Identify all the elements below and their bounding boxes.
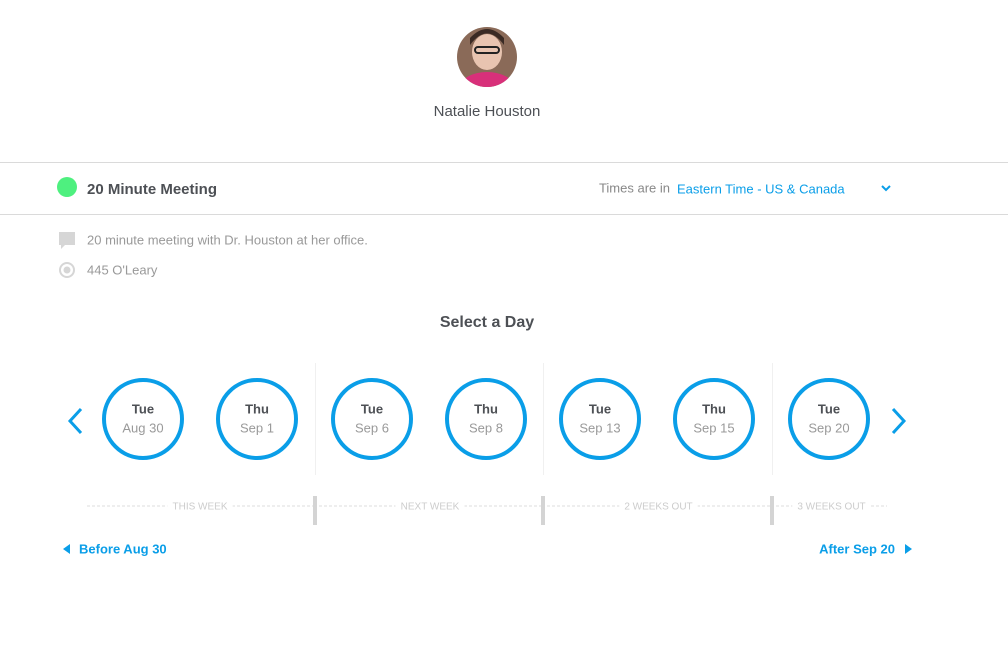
day-weekday: Thu [702, 401, 726, 416]
week-label: 3 WEEKS OUT [797, 502, 865, 513]
avatar [457, 27, 517, 87]
day-button[interactable] [216, 378, 298, 460]
location-icon [59, 262, 75, 278]
day-date: Sep 8 [469, 420, 503, 435]
description-icon [59, 232, 75, 249]
event-color-dot [57, 177, 77, 197]
week-label-bg [792, 499, 871, 513]
day-weekday: Thu [474, 401, 498, 416]
day-date: Sep 1 [240, 420, 274, 435]
week-label-bg [167, 499, 233, 513]
next-arrow[interactable] [891, 407, 907, 435]
day-weekday: Thu [245, 401, 269, 416]
day-date: Sep 13 [579, 420, 620, 435]
day-button[interactable] [445, 378, 527, 460]
day-date: Sep 15 [693, 420, 734, 435]
week-label-bg [395, 499, 465, 513]
day-button[interactable] [788, 378, 870, 460]
before-link[interactable]: Before Aug 30 [79, 541, 167, 556]
timezone-label: Times are in [599, 180, 670, 195]
day-button[interactable] [102, 378, 184, 460]
week-label: NEXT WEEK [401, 502, 460, 513]
day-button[interactable] [673, 378, 755, 460]
day-button[interactable] [331, 378, 413, 460]
day-date: Sep 20 [808, 420, 849, 435]
day-weekday: Tue [589, 401, 611, 416]
week-label: THIS WEEK [172, 502, 227, 513]
prev-arrow[interactable] [67, 407, 83, 435]
day-date: Sep 6 [355, 420, 389, 435]
after-arrow[interactable] [905, 544, 912, 554]
day-weekday: Tue [132, 401, 154, 416]
timezone-select[interactable]: Eastern Time - US & Canada [677, 181, 845, 196]
week-label-bg [619, 499, 698, 513]
section-title: Select a Day [440, 314, 534, 331]
before-arrow[interactable] [63, 544, 70, 554]
location: 445 O'Leary [87, 262, 158, 277]
timezone-chevron[interactable] [881, 185, 891, 192]
host-name: Natalie Houston [434, 103, 541, 120]
day-date: Aug 30 [122, 420, 163, 435]
day-weekday: Tue [361, 401, 383, 416]
day-weekday: Tue [818, 401, 840, 416]
description: 20 minute meeting with Dr. Houston at he… [87, 232, 368, 247]
day-button[interactable] [559, 378, 641, 460]
meeting-title: 20 Minute Meeting [87, 181, 217, 198]
week-label: 2 WEEKS OUT [624, 502, 692, 513]
after-link[interactable]: After Sep 20 [819, 541, 895, 556]
